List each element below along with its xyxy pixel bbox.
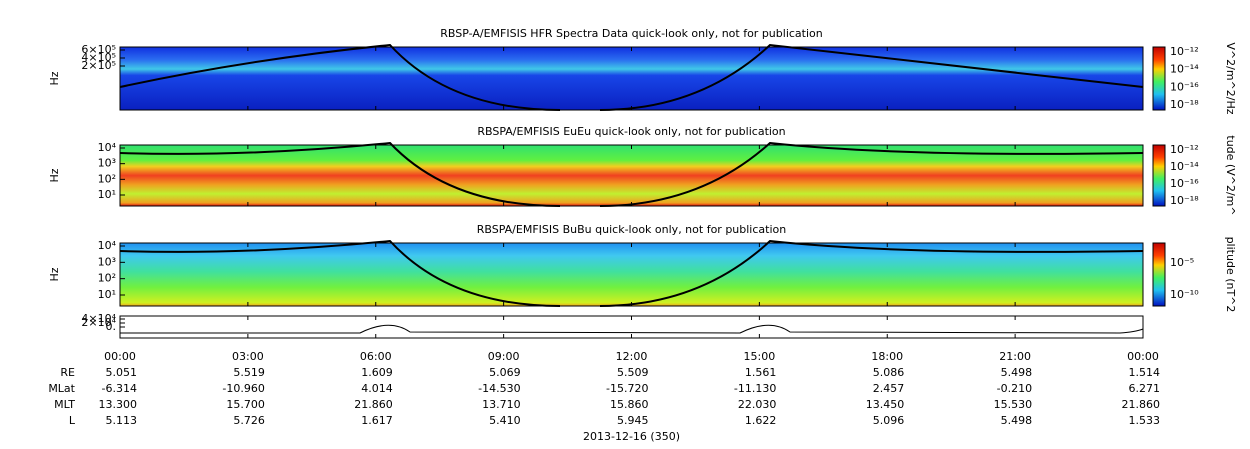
ephemeris-value: -14.530: [478, 382, 520, 395]
y-tick-label: 10³: [98, 255, 116, 268]
colorbar-tick-label: 10⁻¹⁸: [1170, 194, 1199, 207]
y-axis-label: Hz: [48, 168, 61, 182]
y-tick-label: 10¹: [98, 188, 116, 201]
ephemeris-value: 5.069: [489, 366, 521, 379]
ephemeris-value: 21.860: [354, 398, 393, 411]
cutoff-curve: [599, 141, 1144, 207]
spectrogram: [120, 47, 1143, 110]
y-tick-label: 10³: [98, 157, 116, 170]
y-tick-label: 2×10⁴: [81, 316, 116, 329]
cutoff-curve: [599, 43, 1144, 111]
ephemeris-value: 5.945: [617, 414, 649, 427]
y-tick-label: 10¹: [98, 288, 116, 301]
ephemeris-label: L: [69, 414, 76, 427]
spectrogram: [120, 243, 1143, 306]
ephemeris-value: 15.860: [610, 398, 649, 411]
ephemeris-value: 5.498: [1001, 366, 1033, 379]
time-tick-label: 00:00: [104, 350, 136, 363]
ephemeris-value: 1.533: [1129, 414, 1161, 427]
ephemeris-value: 15.530: [994, 398, 1033, 411]
y-tick-label: 10²: [98, 272, 116, 285]
colorbar-tick-label: 10⁻¹⁸: [1170, 98, 1199, 111]
panel-title: RBSPA/EMFISIS EuEu quick-look only, not …: [477, 125, 785, 138]
ephemeris-value: -15.720: [606, 382, 648, 395]
ephemeris-value: 15.700: [226, 398, 265, 411]
ephemeris-value: 13.710: [482, 398, 521, 411]
ephemeris-value: 5.498: [1001, 414, 1033, 427]
time-tick-label: 18:00: [871, 350, 903, 363]
y-tick-label: 10⁴: [98, 141, 117, 154]
colorbar-tick-label: 10⁻¹²: [1170, 45, 1199, 58]
ephemeris-value: 1.561: [745, 366, 777, 379]
ephemeris-value: 13.450: [866, 398, 905, 411]
ephemeris-value: 1.609: [361, 366, 393, 379]
y-axis-label: Hz: [48, 71, 61, 85]
y-tick-label: 6×10⁵: [81, 43, 116, 56]
ephemeris-label: MLat: [48, 382, 75, 395]
ephemeris-value: 5.726: [233, 414, 265, 427]
time-tick-label: 00:00: [1127, 350, 1159, 363]
cutoff-curve: [119, 239, 561, 307]
y-tick-label: 4×10⁵: [81, 51, 116, 64]
ephemeris-value: 1.617: [361, 414, 393, 427]
time-tick-label: 03:00: [232, 350, 264, 363]
ephemeris-value: 22.030: [738, 398, 777, 411]
y-axis-label: Hz: [48, 267, 61, 281]
ephemeris-value: -11.130: [734, 382, 776, 395]
ephemeris-label: MLT: [54, 398, 75, 411]
y-tick-label: 0.: [106, 320, 117, 333]
colorbar-tick-label: 10⁻¹⁴: [1170, 160, 1199, 173]
ephemeris-value: 1.514: [1129, 366, 1161, 379]
y-tick-label: 4×10⁴: [81, 312, 116, 325]
colorbar-tick-label: 10⁻¹⁴: [1170, 63, 1199, 76]
ephemeris-value: -10.960: [222, 382, 264, 395]
ephemeris-value: 2.457: [873, 382, 905, 395]
ephemeris-value: 1.622: [745, 414, 777, 427]
ephemeris-value: -0.210: [997, 382, 1032, 395]
panel-title: RBSP-A/EMFISIS HFR Spectra Data quick-lo…: [440, 27, 823, 40]
colorbar-tick-label: 10⁻¹⁰: [1170, 288, 1199, 301]
time-tick-label: 09:00: [488, 350, 520, 363]
colorbar-tick-label: 10⁻¹⁶: [1170, 80, 1199, 93]
time-tick-label: 06:00: [360, 350, 392, 363]
colorbar-label: plitude (nT^2: [1224, 237, 1237, 313]
y-tick-label: 10²: [98, 172, 116, 185]
colorbar-tick-label: 10⁻¹⁶: [1170, 177, 1199, 190]
colorbar-tick-label: 10⁻⁵: [1170, 256, 1194, 269]
ephemeris-value: 5.086: [873, 366, 905, 379]
ephemeris-value: 6.271: [1129, 382, 1161, 395]
colorbar-tick-label: 10⁻¹²: [1170, 143, 1199, 156]
ephemeris-label: RE: [60, 366, 75, 379]
colorbar: [1152, 144, 1166, 207]
time-tick-label: 21:00: [999, 350, 1031, 363]
colorbar: [1152, 242, 1166, 307]
ephemeris-value: 5.051: [106, 366, 138, 379]
date-label: 2013-12-16 (350): [583, 430, 680, 443]
spectrogram: [120, 145, 1143, 206]
colorbar: [1152, 46, 1166, 111]
panel-title: RBSPA/EMFISIS BuBu quick-look only, not …: [477, 223, 787, 236]
ephemeris-value: 5.410: [489, 414, 521, 427]
ephemeris-value: 5.096: [873, 414, 905, 427]
ephemeris-value: 4.014: [361, 382, 393, 395]
ephemeris-value: -6.314: [102, 382, 137, 395]
cutoff-curve: [119, 141, 561, 207]
ephemeris-value: 5.519: [233, 366, 265, 379]
colorbar-label: V^2/m^2/Hz: [1224, 42, 1237, 114]
cutoff-curve: [599, 239, 1144, 307]
ephemeris-value: 13.300: [99, 398, 138, 411]
time-tick-label: 15:00: [744, 350, 776, 363]
y-tick-label: 10⁴: [98, 239, 117, 252]
ephemeris-value: 5.509: [617, 366, 649, 379]
cutoff-curve: [119, 43, 561, 111]
trace: [120, 324, 1144, 334]
ephemeris-value: 21.860: [1122, 398, 1161, 411]
time-tick-label: 12:00: [616, 350, 648, 363]
ephemeris-value: 5.113: [106, 414, 138, 427]
y-tick-label: 2×10⁵: [81, 59, 116, 72]
colorbar-label: tude (V^2/m^: [1224, 135, 1237, 215]
